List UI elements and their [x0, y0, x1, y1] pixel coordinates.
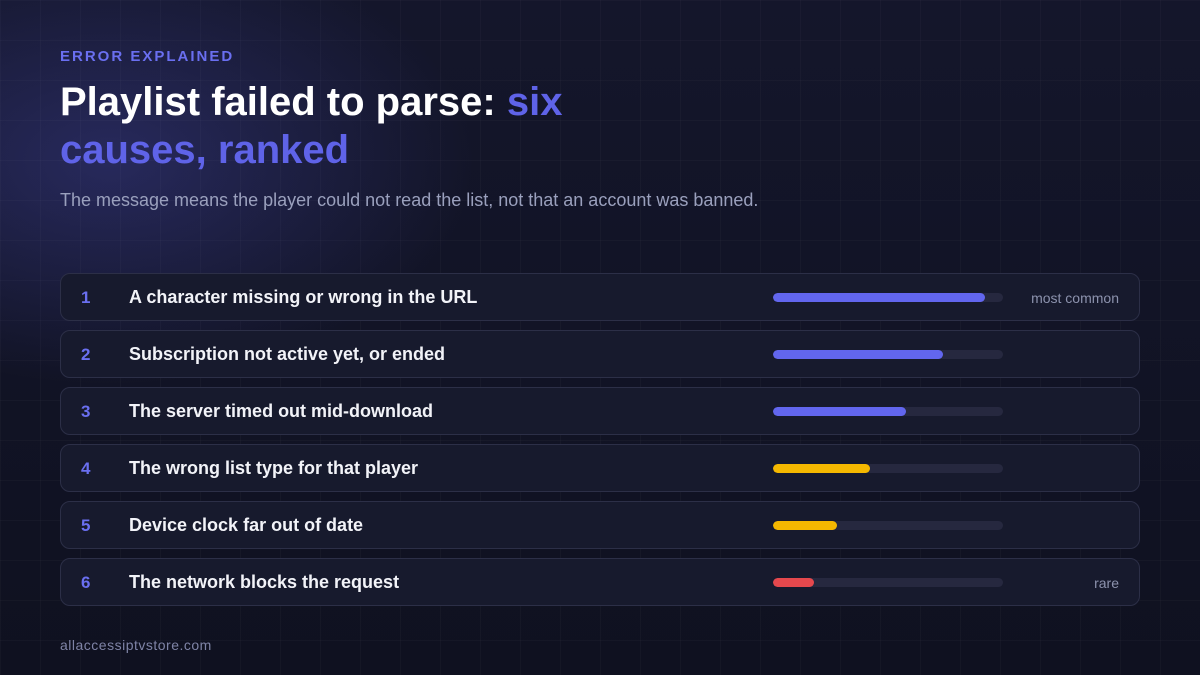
cause-rank: 6 — [81, 573, 91, 592]
likelihood-bar-track — [773, 407, 1003, 416]
likelihood-bar-fill — [773, 350, 944, 359]
cause-row: 3 The server timed out mid-download — [60, 387, 1140, 435]
likelihood-bar-track — [773, 521, 1003, 530]
cause-rank: 5 — [81, 516, 91, 535]
cause-note: most common — [1031, 290, 1119, 306]
likelihood-bar-fill — [773, 521, 838, 530]
title-accent-2: causes, ranked — [60, 128, 350, 172]
likelihood-bar-track — [773, 464, 1003, 473]
eyebrow-label: ERROR EXPLAINED — [60, 48, 235, 65]
cause-label: The server timed out mid-download — [129, 401, 434, 421]
cause-rank: 1 — [81, 288, 91, 307]
likelihood-bar-fill — [773, 293, 985, 302]
cause-note: rare — [1094, 575, 1119, 591]
cause-label: Subscription not active yet, or ended — [129, 344, 446, 364]
cause-row: 4 The wrong list type for that player — [60, 444, 1140, 492]
likelihood-bar-track — [773, 578, 1003, 587]
likelihood-bar-track — [773, 293, 1003, 302]
likelihood-bar-fill — [773, 578, 815, 587]
likelihood-bar-fill — [773, 407, 907, 416]
title-main: Playlist failed to parse: — [60, 80, 496, 124]
cause-row: 5 Device clock far out of date — [60, 501, 1140, 549]
cause-label: The wrong list type for that player — [129, 458, 419, 478]
cause-label: Device clock far out of date — [129, 515, 364, 535]
cause-rank: 4 — [81, 459, 91, 478]
likelihood-bar-fill — [773, 464, 870, 473]
cause-rank: 3 — [81, 402, 91, 421]
cause-list: 1 A character missing or wrong in the URL… — [60, 273, 1140, 615]
cause-label: The network blocks the request — [129, 572, 400, 592]
cause-row: 1 A character missing or wrong in the URL… — [60, 273, 1140, 321]
cause-rank: 2 — [81, 345, 91, 364]
page-title: Playlist failed to parse: six causes, ra… — [60, 78, 700, 174]
title-accent-1: six — [506, 80, 563, 124]
cause-row: 6 The network blocks the request rare — [60, 558, 1140, 606]
cause-label: A character missing or wrong in the URL — [129, 287, 478, 307]
subtitle: The message means the player could not r… — [60, 190, 759, 210]
likelihood-bar-track — [773, 350, 1003, 359]
cause-row: 2 Subscription not active yet, or ended — [60, 330, 1140, 378]
footer-domain: allaccessiptvstore.com — [60, 637, 212, 653]
